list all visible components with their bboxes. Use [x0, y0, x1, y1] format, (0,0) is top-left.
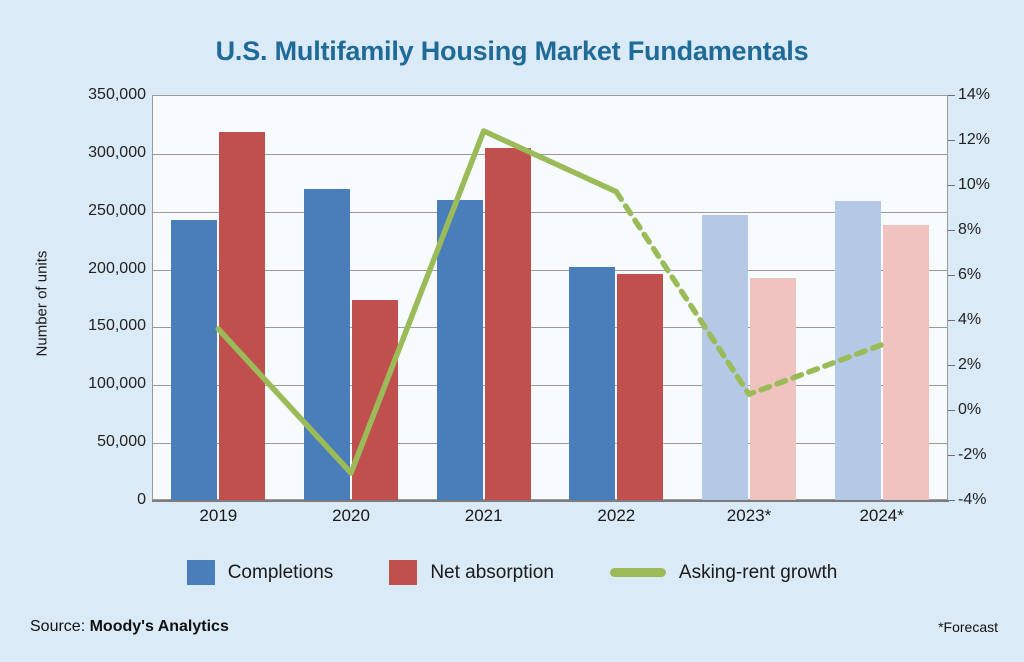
y-axis-left-tick-label: 200,000 — [88, 259, 146, 277]
rent-growth-forecast-line — [613, 189, 885, 398]
y-axis-right-tick — [948, 185, 955, 186]
y-axis-left-tick-label: 0 — [137, 491, 146, 508]
y-axis-right-tick — [948, 455, 955, 456]
source-note: Source: Moody's Analytics — [30, 618, 229, 636]
x-axis-label-2020: 2020 — [332, 506, 370, 525]
y-axis-right-tick-label: 10% — [958, 176, 991, 193]
bar-net-absorption-2020 — [352, 299, 398, 500]
y-axis-right-tick-label: 6% — [958, 266, 982, 283]
y-axis-left-tick-label: 250,000 — [88, 201, 146, 219]
y-axis-left: 0 50,000 100,000 150,000 200,000 250,000 300,0… — [8, 86, 146, 508]
x-axis — [152, 500, 949, 502]
legend-label: Net absorption — [430, 561, 554, 583]
bar-completions-2019 — [171, 219, 218, 500]
y-axis-right-tick-label: 8% — [958, 221, 982, 238]
y-axis-right-tick — [948, 410, 955, 411]
y-axis-right-tick-label: -4% — [958, 491, 987, 508]
chart-legend: Completions Net absorption Asking-rent gro… — [0, 560, 1024, 585]
y-axis-right: -4% -2% 0% 2% 4% 6% 8% 10% 12% 14% — [958, 86, 1018, 508]
y-axis-right-tick-label: 2% — [958, 356, 982, 373]
bar-completions-2022 — [569, 267, 616, 500]
bar-net-absorption-2024 — [882, 224, 929, 500]
forecast-note: *Forecast — [938, 619, 998, 635]
legend-item: Asking-rent growth — [609, 561, 838, 584]
legend-swatch-icon — [186, 560, 215, 585]
y-axis-right-tick — [948, 230, 955, 231]
gridline — [153, 269, 947, 271]
rent-growth-actual-line — [215, 128, 620, 476]
y-axis-right-tick-label: -2% — [958, 446, 987, 463]
y-axis-left-tick-label: 150,000 — [88, 317, 146, 335]
y-axis-left-tick-label: 300,000 — [88, 143, 146, 161]
y-axis-right-tick — [948, 140, 955, 141]
y-axis-right-tick — [948, 95, 955, 96]
y-axis-right-tick — [948, 320, 955, 321]
source-prefix: Source: — [30, 618, 90, 635]
bar-net-absorption-2021 — [484, 148, 531, 500]
x-axis-label-2022: 2022 — [597, 506, 636, 525]
bar-net-absorption-2023 — [750, 277, 796, 500]
bar-completions-2021 — [436, 200, 483, 500]
asking-rent-growth-line — [215, 128, 885, 476]
y-axis-left-tick-label: 100,000 — [88, 375, 146, 393]
gridline — [153, 385, 947, 387]
y-axis-right-tick — [948, 500, 955, 501]
y-axis-right-tick-label: 0% — [958, 401, 982, 418]
source-name: Moody's Analytics — [89, 618, 229, 635]
legend-label: Asking-rent growth — [678, 561, 838, 583]
bar-net-absorption-2019 — [219, 132, 266, 500]
y-axis-left-tick-label: 50,000 — [97, 433, 146, 451]
x-axis-label-2021: 2021 — [464, 506, 503, 525]
legend-label: Completions — [227, 561, 334, 583]
y-axis-left-title: Number of units — [33, 250, 51, 357]
x-axis-label-2019: 2019 — [199, 506, 238, 525]
legend-item: Net absorption — [389, 560, 554, 585]
y-axis-right-tick — [948, 275, 955, 276]
y-axis-left-tick-label: 350,000 — [88, 86, 146, 103]
gridline — [153, 443, 947, 445]
bar-net-absorption-2022 — [617, 274, 664, 500]
legend-swatch-icon — [609, 568, 666, 577]
gridline — [153, 327, 947, 329]
y-axis-right-tick-label: 4% — [958, 311, 982, 328]
x-axis-label-2024: 2024* — [859, 506, 904, 525]
gridline — [153, 211, 947, 213]
page-title: U.S. Multifamily Housing Market Fundamen… — [215, 36, 809, 66]
y-axis-right-tick-label: 14% — [958, 86, 991, 103]
y-axis-right-tick — [948, 365, 955, 366]
x-axis-label-2023: 2023* — [726, 506, 772, 525]
legend-item: Completions — [186, 560, 334, 585]
legend-swatch-icon — [389, 560, 418, 585]
gridline — [153, 153, 947, 155]
y-axis-right-tick-label: 12% — [958, 131, 991, 148]
